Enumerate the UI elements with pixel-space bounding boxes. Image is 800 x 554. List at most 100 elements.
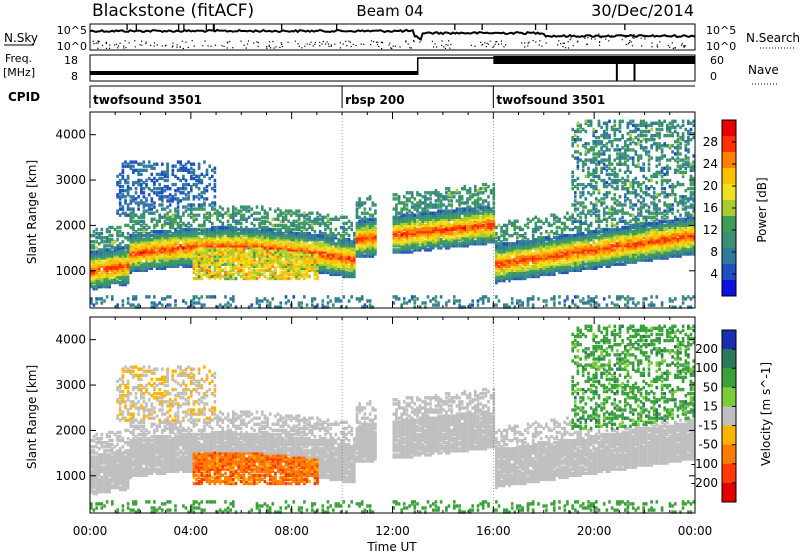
power-cell xyxy=(187,244,190,248)
power-cell xyxy=(150,244,154,248)
power-cell xyxy=(205,258,209,262)
power-cell xyxy=(268,233,272,238)
power-cell xyxy=(171,240,175,244)
power-cell xyxy=(158,262,161,266)
nsearch-dot xyxy=(355,45,357,47)
power-cell xyxy=(268,244,272,248)
power-cell xyxy=(332,248,335,252)
power-cell xyxy=(450,242,453,246)
power-cell xyxy=(137,231,140,236)
power-cell xyxy=(221,274,225,279)
power-cell xyxy=(203,256,206,260)
power-cell xyxy=(458,217,461,221)
power-cell xyxy=(287,236,290,240)
power-cell xyxy=(150,207,154,211)
power-cell xyxy=(190,189,193,193)
power-cell xyxy=(232,233,235,238)
power-cell xyxy=(190,227,193,232)
power-cell xyxy=(158,244,161,248)
power-cell xyxy=(308,219,311,223)
power-cell xyxy=(429,213,432,217)
power-cell xyxy=(531,217,535,221)
nsearch-dot xyxy=(309,43,311,45)
power-cell xyxy=(155,262,159,266)
power-cell xyxy=(105,248,109,252)
power-cell xyxy=(108,258,111,262)
power-cell xyxy=(434,233,438,238)
power-cell xyxy=(192,195,196,199)
power-cell xyxy=(171,217,175,221)
power-cell xyxy=(347,258,351,262)
power-cell xyxy=(337,264,340,268)
power-cell xyxy=(445,303,448,307)
power-cell xyxy=(495,225,498,230)
power-cell xyxy=(197,270,201,275)
power-cell xyxy=(137,207,140,211)
power-cell xyxy=(516,299,519,303)
power-cell xyxy=(221,246,225,250)
power-cell xyxy=(337,231,340,236)
power-cell xyxy=(95,256,98,260)
nsearch-dot xyxy=(172,42,174,44)
power-cell xyxy=(145,260,148,264)
power-cell xyxy=(395,242,398,246)
power-cell xyxy=(345,264,348,268)
power-cell xyxy=(474,184,477,189)
power-cell xyxy=(432,233,435,238)
power-cell xyxy=(190,233,193,238)
power-cell xyxy=(168,303,172,307)
nsearch-dot xyxy=(389,42,391,44)
power-cell xyxy=(142,266,146,270)
power-cell xyxy=(426,295,430,299)
power-cell xyxy=(429,227,432,232)
power-cell xyxy=(279,229,282,234)
power-cell xyxy=(405,236,409,240)
power-cell xyxy=(560,227,564,232)
power-cell xyxy=(276,250,280,254)
power-cell xyxy=(353,240,356,244)
power-cell xyxy=(258,217,261,221)
nsearch-dot xyxy=(447,44,449,46)
power-cell xyxy=(184,223,188,228)
power-cell xyxy=(100,248,104,252)
power-cell xyxy=(224,236,227,240)
power-cell xyxy=(187,258,190,262)
power-cell xyxy=(332,238,335,242)
power-cell xyxy=(355,242,359,246)
power-cell xyxy=(137,260,140,264)
power-cell xyxy=(316,211,319,215)
power-cell xyxy=(424,246,427,250)
power-cell xyxy=(426,223,430,228)
power-cell xyxy=(358,242,361,246)
power-cell xyxy=(232,244,235,248)
power-cell xyxy=(524,240,527,244)
nsearch-dot xyxy=(680,44,683,46)
power-cell xyxy=(429,191,432,195)
power-cell xyxy=(255,260,259,264)
power-cell xyxy=(421,233,424,238)
power-cell xyxy=(289,268,293,272)
power-cell xyxy=(368,250,372,254)
power-cell xyxy=(447,195,451,199)
power-cell xyxy=(282,238,285,242)
nsearch-dot xyxy=(480,41,482,43)
power-cell xyxy=(176,254,180,258)
power-cell xyxy=(161,254,164,258)
power-cell xyxy=(529,219,532,223)
power-cell xyxy=(171,219,175,223)
power-cell xyxy=(132,209,135,213)
power-cell xyxy=(216,256,219,260)
power-cell xyxy=(418,221,422,226)
power-cell xyxy=(329,250,332,254)
power-cell xyxy=(158,172,161,177)
power-cell xyxy=(224,246,227,250)
power-cell xyxy=(166,264,169,268)
power-cell xyxy=(213,270,217,275)
power-cell xyxy=(303,250,306,254)
power-cell xyxy=(229,236,232,240)
power-cell xyxy=(171,256,175,260)
power-cell xyxy=(326,233,330,238)
power-cell xyxy=(289,209,293,213)
power-cell xyxy=(455,221,459,226)
power-cell xyxy=(255,299,259,303)
